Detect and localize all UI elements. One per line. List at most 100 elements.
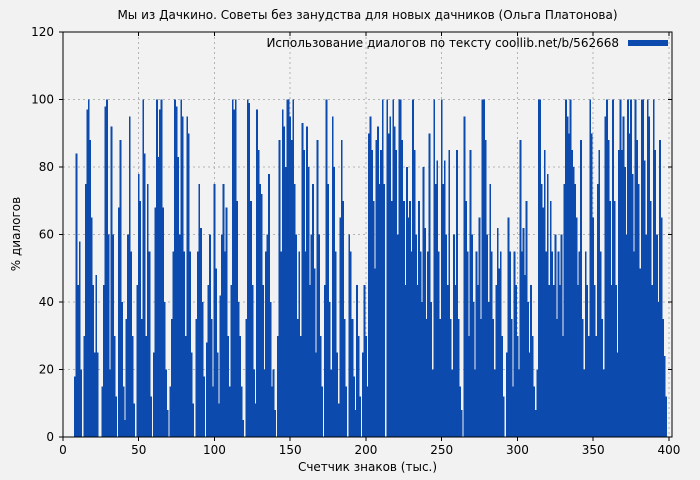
bar — [307, 167, 310, 437]
bar — [145, 335, 148, 437]
bar — [642, 99, 645, 437]
bar — [222, 183, 225, 438]
bar — [448, 150, 451, 438]
x-tick-label: 100 — [203, 443, 226, 457]
bar — [86, 109, 89, 438]
bar — [501, 335, 504, 437]
bar — [522, 227, 525, 437]
bar — [84, 183, 87, 438]
bar — [639, 268, 642, 437]
bar — [409, 200, 411, 437]
bar — [177, 156, 180, 438]
bar — [153, 352, 155, 438]
bar — [122, 386, 125, 438]
bar — [230, 285, 233, 438]
bar — [627, 99, 629, 437]
bar — [128, 116, 131, 438]
bar — [290, 140, 293, 437]
bar — [274, 410, 276, 437]
bar — [416, 285, 419, 438]
bar — [75, 153, 78, 437]
bar — [293, 183, 296, 438]
bar — [368, 133, 370, 437]
bar — [546, 173, 549, 437]
bar — [313, 268, 316, 437]
bar — [184, 335, 187, 437]
bar — [101, 386, 104, 438]
bar — [433, 99, 436, 437]
bar — [137, 173, 140, 437]
bar — [507, 217, 510, 438]
y-tick-label: 0 — [46, 430, 54, 444]
bar — [525, 200, 528, 437]
bar — [93, 352, 96, 438]
bar — [575, 217, 578, 438]
bar — [531, 335, 534, 437]
bar — [174, 99, 176, 437]
bar — [345, 386, 348, 438]
bar — [499, 251, 502, 438]
tick-marks — [59, 31, 672, 441]
bar — [283, 126, 286, 437]
bar — [233, 109, 236, 438]
bar — [474, 369, 476, 437]
bar — [154, 207, 157, 437]
bars — [74, 99, 667, 438]
bar — [481, 99, 484, 437]
bar — [124, 420, 127, 438]
bar — [654, 150, 657, 438]
bar — [559, 285, 561, 438]
x-axis-label: Счетчик знаков (тыс.) — [297, 460, 438, 474]
bar — [512, 386, 514, 438]
bar — [560, 234, 563, 437]
bar — [224, 251, 226, 438]
bar — [387, 133, 390, 437]
bar — [351, 318, 354, 438]
bar — [87, 99, 90, 437]
y-tick-label: 20 — [39, 363, 54, 377]
bar — [249, 200, 252, 437]
bar — [640, 99, 643, 437]
bar — [115, 396, 117, 437]
bar — [369, 116, 372, 438]
bar — [107, 234, 110, 437]
bar — [389, 116, 392, 438]
bar — [604, 116, 607, 438]
bar — [106, 99, 108, 437]
bar — [521, 251, 523, 438]
bar — [601, 318, 604, 438]
bar — [515, 285, 517, 438]
bar — [304, 251, 307, 438]
bar — [162, 207, 164, 437]
bar — [622, 116, 625, 438]
chart-title: Мы из Дачкино. Советы без занудства для … — [117, 8, 618, 22]
bar — [386, 99, 389, 437]
bar — [252, 369, 255, 437]
bar — [602, 369, 605, 437]
bar — [612, 99, 614, 437]
bar — [631, 173, 634, 437]
bar — [455, 150, 458, 438]
bar — [402, 200, 405, 437]
bar — [533, 386, 536, 438]
bar — [516, 335, 519, 437]
bar — [198, 183, 201, 438]
x-tick-label: 50 — [131, 443, 146, 457]
bar — [328, 302, 331, 437]
bar — [548, 285, 551, 438]
bar — [452, 234, 455, 437]
bar — [349, 251, 352, 438]
bar — [610, 285, 613, 438]
bar — [390, 200, 393, 437]
bar — [552, 285, 555, 438]
x-tick-label: 0 — [59, 443, 67, 457]
bar — [202, 376, 205, 437]
bar — [356, 285, 358, 438]
bar — [121, 302, 123, 437]
bar — [181, 116, 184, 438]
bar — [422, 167, 425, 437]
bar — [431, 369, 434, 437]
bar — [624, 167, 626, 437]
bar — [278, 140, 281, 437]
bar — [331, 116, 334, 438]
